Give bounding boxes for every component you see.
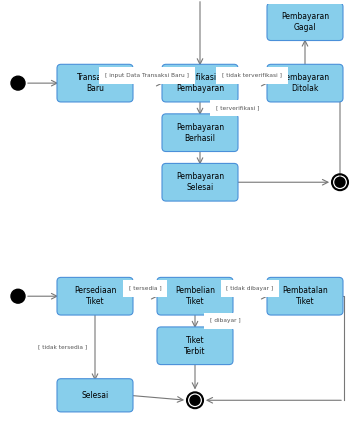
FancyBboxPatch shape: [267, 64, 343, 102]
FancyBboxPatch shape: [57, 277, 133, 315]
FancyBboxPatch shape: [267, 277, 343, 315]
FancyBboxPatch shape: [162, 64, 238, 102]
Text: Transaksi
Baru: Transaksi Baru: [77, 73, 113, 93]
Text: [ tersedia ]: [ tersedia ]: [129, 286, 161, 291]
Text: [ dibayar ]: [ dibayar ]: [210, 319, 240, 323]
FancyBboxPatch shape: [162, 163, 238, 201]
Text: Pembayaran
Ditolak: Pembayaran Ditolak: [281, 73, 329, 93]
FancyBboxPatch shape: [157, 327, 233, 365]
Circle shape: [11, 289, 25, 303]
Text: Pembelian
Tiket: Pembelian Tiket: [175, 286, 215, 306]
Text: [ tidak tersedia ]: [ tidak tersedia ]: [39, 344, 87, 349]
Text: Pembatalan
Tiket: Pembatalan Tiket: [282, 286, 328, 306]
FancyBboxPatch shape: [157, 277, 233, 315]
Text: [ tidak dibayar ]: [ tidak dibayar ]: [226, 286, 274, 291]
FancyBboxPatch shape: [162, 114, 238, 151]
Text: Pembayaran
Gagal: Pembayaran Gagal: [281, 12, 329, 32]
Text: Verifikasi
Pembayaran: Verifikasi Pembayaran: [176, 73, 224, 93]
Text: Tiket
Terbit: Tiket Terbit: [184, 336, 206, 356]
Text: [ tidak terverifikasi ]: [ tidak terverifikasi ]: [222, 73, 282, 78]
Text: Pembayaran
Selesai: Pembayaran Selesai: [176, 172, 224, 192]
FancyBboxPatch shape: [267, 3, 343, 40]
Text: Selesai: Selesai: [81, 391, 109, 400]
Text: [ terverifikasi ]: [ terverifikasi ]: [216, 105, 260, 111]
Text: [ input Data Transaksi Baru ]: [ input Data Transaksi Baru ]: [105, 73, 189, 78]
Text: Persediaan
Tiket: Persediaan Tiket: [74, 286, 116, 306]
FancyBboxPatch shape: [57, 379, 133, 412]
Circle shape: [11, 76, 25, 90]
FancyBboxPatch shape: [57, 64, 133, 102]
Text: Pembayaran
Berhasil: Pembayaran Berhasil: [176, 123, 224, 143]
Circle shape: [190, 395, 200, 405]
Circle shape: [335, 177, 345, 187]
